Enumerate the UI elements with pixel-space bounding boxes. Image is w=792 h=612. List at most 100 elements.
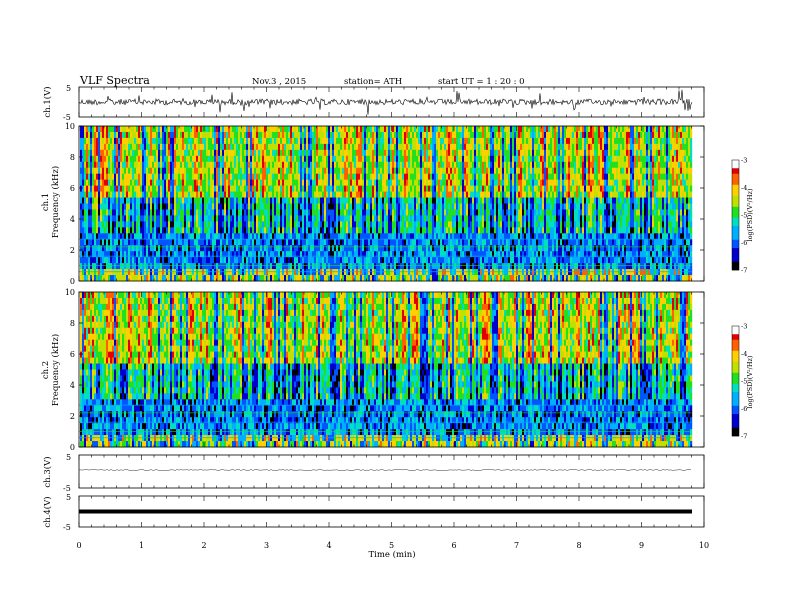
colorbar-swatch bbox=[732, 422, 739, 426]
colorbar-swatch bbox=[732, 242, 739, 246]
colorbar-swatch bbox=[732, 190, 739, 194]
colorbar-swatch bbox=[732, 375, 739, 379]
freq-tick-label: 2 bbox=[70, 412, 75, 421]
ch4-ytick-top: 5 bbox=[66, 493, 71, 502]
colorbar-tick-label: -6 bbox=[741, 239, 747, 247]
ch1-freq-ticks: 0 2 4 6 8 10 bbox=[65, 122, 704, 286]
colorbar-swatch bbox=[732, 220, 739, 224]
colorbar-swatch bbox=[732, 405, 739, 409]
colorbar-swatch bbox=[732, 433, 739, 437]
colorbar-swatch bbox=[732, 389, 739, 393]
colorbar-swatch bbox=[732, 160, 739, 164]
freq-tick-label: 10 bbox=[65, 288, 75, 297]
colorbar-swatch bbox=[732, 245, 739, 249]
colorbar-swatch bbox=[732, 381, 739, 385]
date-label: Nov.3 , 2015 bbox=[252, 77, 306, 87]
colorbar-swatch bbox=[732, 416, 739, 420]
colorbar-tick-label: -4 bbox=[741, 350, 747, 358]
colorbar-swatch bbox=[732, 256, 739, 260]
ch2-spectrogram-image bbox=[79, 292, 693, 448]
colorbar-swatch bbox=[732, 165, 739, 169]
colorbar-swatch bbox=[732, 267, 739, 271]
figure-title: VLF Spectra bbox=[79, 74, 150, 87]
ch2-spectrogram-ylabel-ch: ch.2 bbox=[41, 361, 51, 379]
colorbar-swatch bbox=[732, 215, 739, 219]
colorbar-swatch bbox=[732, 331, 739, 335]
ch1-waveform-ylabel: ch.1(V) bbox=[42, 86, 53, 117]
colorbar-swatch bbox=[732, 184, 739, 188]
colorbar-swatch bbox=[732, 425, 739, 429]
colorbar-swatch bbox=[732, 253, 739, 257]
ch2-freq-ticks: 0 2 4 6 8 10 bbox=[65, 288, 704, 452]
colorbar-swatch bbox=[732, 370, 739, 374]
ch2-spectrogram-ylabel-freq: Frequency (kHz) bbox=[50, 334, 61, 406]
time-axis-ticks: 0 1 2 3 4 5 6 7 8 9 10 bbox=[76, 87, 709, 550]
ch1-spectrogram-ylabel-freq: Frequency (kHz) bbox=[50, 166, 61, 238]
colorbar-swatch bbox=[732, 237, 739, 241]
ch1-colorbar: -3 -4 -5 -6 -7 bbox=[731, 157, 747, 275]
colorbar-swatch bbox=[732, 411, 739, 415]
colorbar-swatch bbox=[732, 264, 739, 268]
colorbar-swatch bbox=[732, 162, 739, 166]
ch1-ytick-top: 5 bbox=[66, 84, 71, 93]
freq-tick-label: 0 bbox=[70, 277, 75, 286]
ch3-ytick-bottom: -5 bbox=[63, 484, 71, 493]
ch2-colorbar-label: log(PSD)(V²/Hz) bbox=[746, 355, 754, 408]
colorbar-swatch bbox=[732, 372, 739, 376]
ch1-spectrogram-image bbox=[79, 126, 693, 282]
colorbar-swatch bbox=[732, 179, 739, 183]
ch4-waveform-ylabel: ch.4(V) bbox=[42, 496, 53, 527]
colorbar-swatch bbox=[732, 239, 739, 243]
colorbar-swatch bbox=[732, 250, 739, 254]
colorbar-swatch bbox=[732, 378, 739, 382]
colorbar-tick-label: -4 bbox=[741, 184, 747, 192]
colorbar-tick-label: -7 bbox=[741, 433, 747, 441]
colorbar-swatch bbox=[732, 328, 739, 332]
freq-tick-label: 4 bbox=[70, 215, 75, 224]
freq-tick-label: 6 bbox=[70, 350, 75, 359]
time-tick-label: 7 bbox=[514, 541, 519, 550]
time-tick-label: 5 bbox=[389, 541, 394, 550]
time-tick-label: 8 bbox=[576, 541, 581, 550]
colorbar-swatch bbox=[732, 234, 739, 238]
start-time-label: start UT = 1 : 20 : 0 bbox=[438, 77, 525, 87]
colorbar-swatch bbox=[732, 350, 739, 354]
ch3-ytick-top: 5 bbox=[66, 453, 71, 462]
ch3-waveform-ylabel: ch.3(V) bbox=[42, 456, 53, 487]
colorbar-swatch bbox=[732, 231, 739, 235]
colorbar-swatch bbox=[732, 419, 739, 423]
colorbar-tick-label: -5 bbox=[741, 212, 747, 220]
colorbar-tick-label: -7 bbox=[741, 267, 747, 275]
ch4-ytick-bottom: -5 bbox=[63, 523, 71, 532]
time-tick-label: 3 bbox=[264, 541, 269, 550]
time-tick-label: 9 bbox=[639, 541, 644, 550]
colorbar-swatch bbox=[732, 414, 739, 418]
ch2-colorbar: -3 -4 -5 -6 -7 bbox=[731, 323, 747, 441]
colorbar-tick-label: -6 bbox=[741, 405, 747, 413]
ch3-waveform-line bbox=[78, 469, 691, 471]
colorbar-swatch bbox=[732, 400, 739, 404]
freq-tick-label: 10 bbox=[65, 122, 75, 131]
colorbar-swatch bbox=[732, 228, 739, 232]
colorbar-swatch bbox=[732, 427, 739, 431]
colorbar-swatch bbox=[732, 348, 739, 352]
colorbar-swatch bbox=[732, 168, 739, 172]
colorbar-swatch bbox=[732, 345, 739, 349]
freq-tick-label: 0 bbox=[70, 443, 75, 452]
colorbar-swatch bbox=[732, 259, 739, 263]
colorbar-swatch bbox=[732, 392, 739, 396]
colorbar-tick-label: -3 bbox=[741, 157, 747, 165]
freq-tick-label: 8 bbox=[70, 153, 75, 162]
colorbar-swatch bbox=[732, 397, 739, 401]
colorbar-swatch bbox=[732, 171, 739, 175]
colorbar-swatch bbox=[732, 204, 739, 208]
time-tick-label: 1 bbox=[139, 541, 144, 550]
station-label: station= ATH bbox=[344, 77, 402, 87]
colorbar-swatch bbox=[732, 173, 739, 177]
colorbar-swatch bbox=[732, 342, 739, 346]
colorbar-swatch bbox=[732, 356, 739, 360]
ch1-waveform-line bbox=[78, 89, 693, 115]
colorbar-swatch bbox=[732, 206, 739, 210]
freq-tick-label: 6 bbox=[70, 184, 75, 193]
